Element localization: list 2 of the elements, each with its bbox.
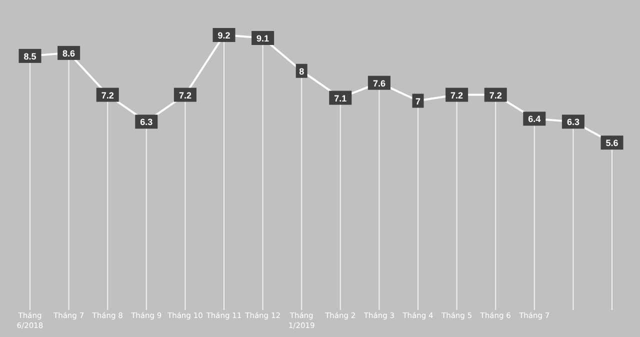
data-label: 8: [299, 66, 304, 76]
data-label: 7: [415, 96, 421, 106]
